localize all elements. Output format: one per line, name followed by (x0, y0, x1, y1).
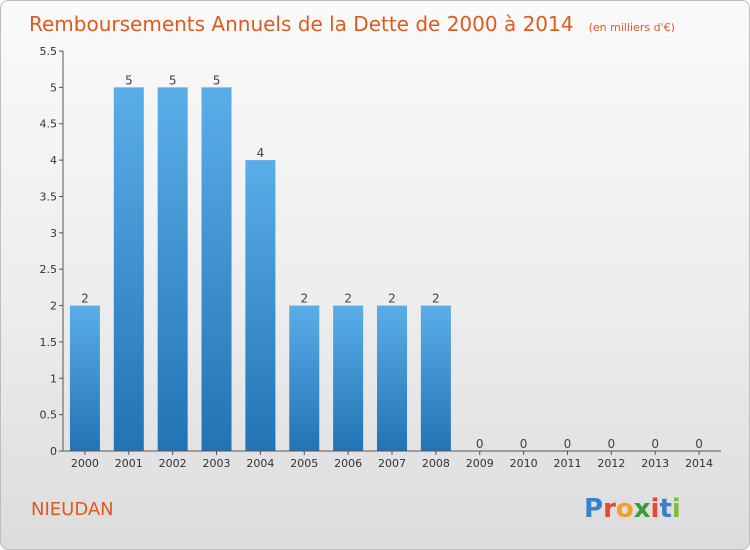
x-tick-label: 2012 (597, 457, 625, 470)
bar (333, 305, 364, 451)
x-tick-label: 2007 (378, 457, 406, 470)
bar-value-label: 2 (388, 292, 396, 306)
logo-letter: i (651, 494, 660, 524)
bar-value-label: 0 (695, 437, 703, 451)
x-tick-label: 2003 (203, 457, 231, 470)
x-tick-label: 2009 (466, 457, 494, 470)
bars-group: 2 5 5 5 4 2 2 2 2 0 0 0 0 0 0 (69, 73, 703, 451)
logo-letter: i (672, 494, 681, 524)
logo-letter: x (634, 494, 651, 524)
y-tick-label: 0.5 (40, 409, 58, 422)
x-tick-label: 2010 (510, 457, 538, 470)
y-tick-label: 3 (50, 227, 57, 240)
y-axis: 0 0.5 1 1.5 2 2.5 3 3.5 4 4.5 5 5.5 (40, 45, 64, 458)
x-tick-label: 2008 (422, 457, 450, 470)
y-tick-label: 0 (50, 445, 57, 458)
bar-value-label: 4 (257, 146, 265, 160)
bar-value-label: 0 (520, 437, 528, 451)
x-tick-label: 2005 (290, 457, 318, 470)
commune-name: NIEUDAN (31, 499, 114, 520)
bar-value-label: 0 (564, 437, 572, 451)
x-tick-label: 2013 (641, 457, 669, 470)
bar-value-label: 0 (476, 437, 484, 451)
bar (289, 305, 320, 451)
bar-value-label: 5 (125, 73, 133, 87)
y-tick-label: 2 (50, 300, 57, 313)
x-tick-label: 2006 (334, 457, 362, 470)
x-tick-label: 2011 (553, 457, 581, 470)
chart-title: Remboursements Annuels de la Dette de 20… (29, 12, 675, 36)
bar-value-label: 5 (213, 73, 221, 87)
x-tick-label: 2001 (115, 457, 143, 470)
logo-letter: t (659, 494, 671, 524)
bar-value-label: 0 (651, 437, 659, 451)
bar-value-label: 5 (169, 73, 177, 87)
bar-value-label: 2 (432, 292, 440, 306)
bar (377, 305, 407, 451)
y-tick-label: 5 (50, 81, 57, 94)
logo-letter: P (584, 494, 603, 524)
bar (113, 87, 144, 451)
x-tick-label: 2014 (685, 457, 713, 470)
bar-value-label: 0 (608, 437, 616, 451)
x-tick-label: 2000 (71, 457, 99, 470)
y-tick-label: 2.5 (40, 263, 58, 276)
bar (157, 87, 188, 451)
y-tick-label: 1.5 (40, 336, 58, 349)
y-tick-label: 4.5 (40, 118, 58, 131)
bar (245, 160, 276, 451)
logo-letter: o (616, 494, 634, 524)
x-tick-label: 2002 (159, 457, 187, 470)
y-tick-label: 1 (50, 372, 57, 385)
bar (69, 305, 100, 451)
chart-title-main: Remboursements Annuels de la Dette de 20… (29, 12, 573, 36)
x-tick-label: 2004 (246, 457, 274, 470)
chart-subtitle: (en milliers d'€) (589, 21, 675, 34)
x-axis: 2000 2001 2002 2003 2004 2005 2006 2007 2008 2009… (63, 450, 721, 470)
bar-value-label: 2 (344, 292, 352, 306)
y-tick-label: 4 (50, 154, 57, 167)
logo-letter: r (603, 494, 616, 524)
bar-value-label: 2 (81, 292, 89, 306)
bar (420, 305, 451, 451)
bar (201, 87, 232, 451)
bar-value-label: 2 (300, 292, 308, 306)
proxiti-logo: Proxiti (584, 494, 681, 524)
y-tick-label: 3.5 (40, 190, 58, 203)
y-tick-label: 5.5 (40, 45, 58, 58)
